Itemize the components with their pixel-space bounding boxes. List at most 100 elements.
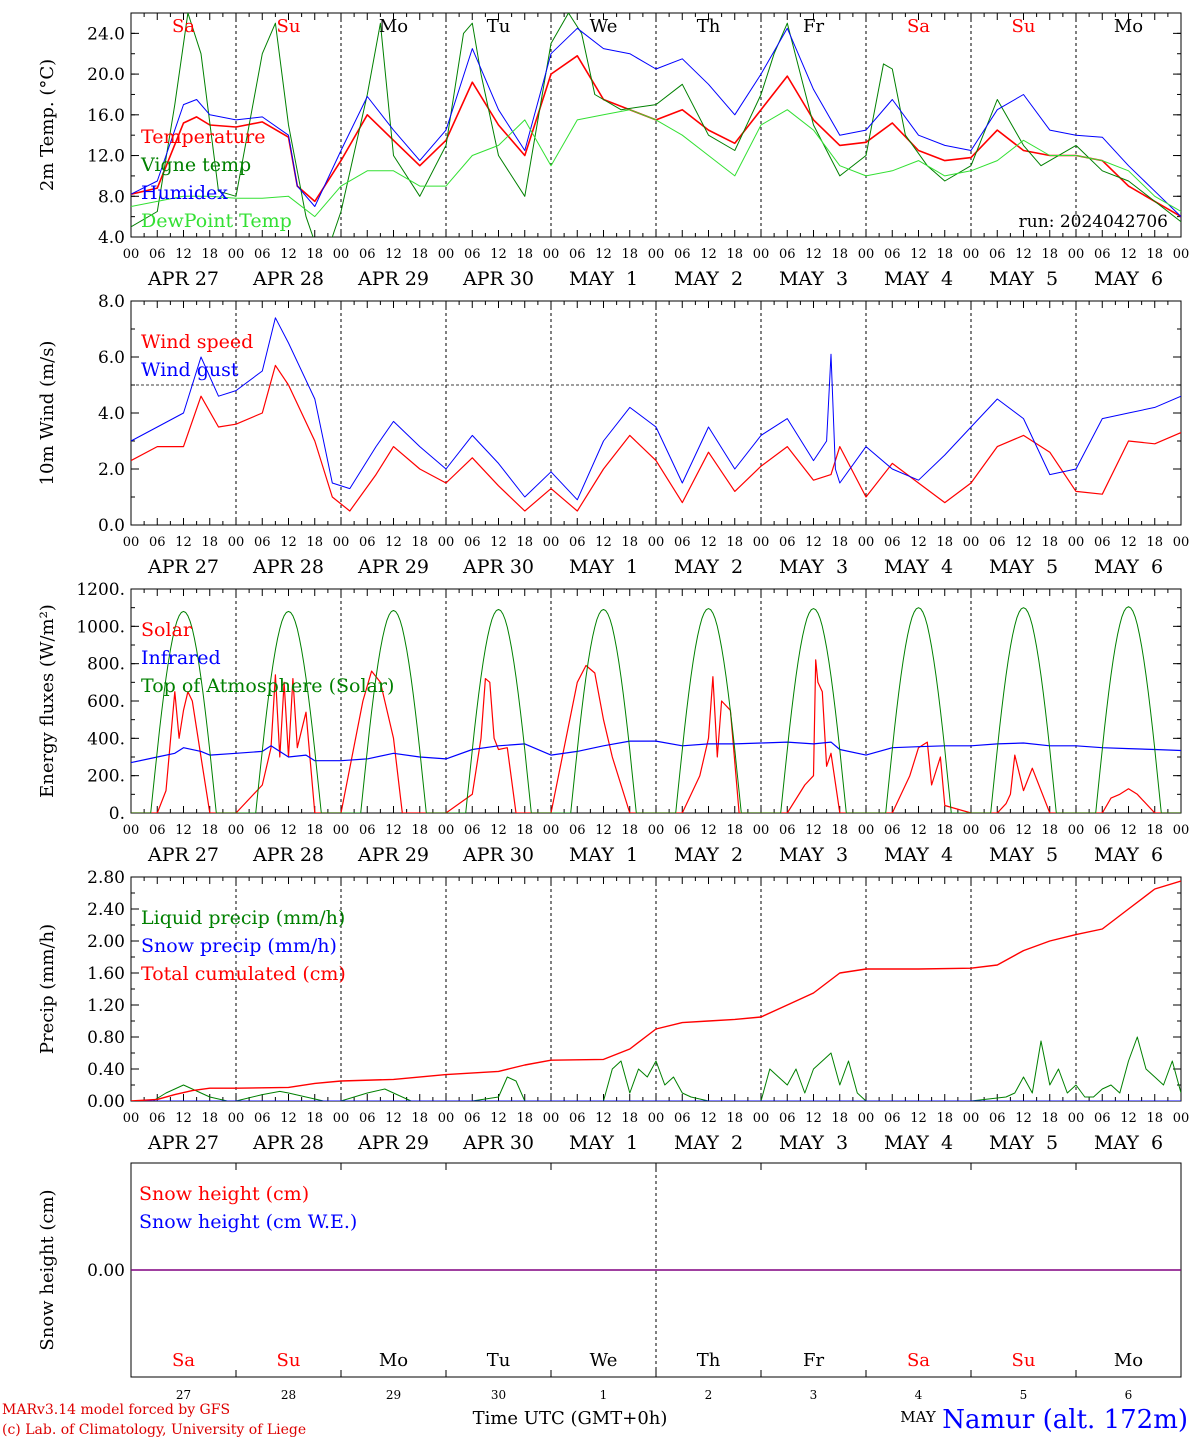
weekday-label: Fr xyxy=(803,1350,824,1371)
series-line-liquid-precip-mm-h- xyxy=(131,1036,1181,1101)
hour-tick-label: 12 xyxy=(1120,535,1137,550)
weekday-label: Su xyxy=(277,16,301,37)
hour-tick-label: 00 xyxy=(333,247,350,262)
hour-tick-label: 06 xyxy=(149,535,166,550)
hour-tick-label: 12 xyxy=(595,1111,612,1126)
hour-tick-label: 12 xyxy=(595,535,612,550)
day-number-label: 5 xyxy=(1020,1388,1028,1402)
hour-tick-label: 12 xyxy=(595,247,612,262)
date-label: MAY 4 xyxy=(884,844,953,866)
hour-tick-label: 06 xyxy=(569,1111,586,1126)
date-label: MAY 2 xyxy=(674,1132,743,1154)
panel-wind: 00 06 12 18 00 06 12 18 00 06 12 18 00 06 12 18 00 06 12 18… xyxy=(37,292,1189,578)
hour-tick-label: 18 xyxy=(411,1111,428,1126)
footer-model: MARv3.14 model forced by GFS xyxy=(2,1402,230,1418)
hour-tick-label: 18 xyxy=(621,823,638,838)
hour-tick-label: 00 xyxy=(858,535,875,550)
hour-tick-label: 06 xyxy=(569,823,586,838)
hour-tick-label: 06 xyxy=(254,1111,271,1126)
hour-tick-label: 12 xyxy=(805,823,822,838)
hour-tick-label: 00 xyxy=(123,1111,140,1126)
hour-tick-label: 12 xyxy=(1015,1111,1032,1126)
hour-tick-label: 12 xyxy=(1015,247,1032,262)
hour-tick-label: 06 xyxy=(254,535,271,550)
footer-month: MAY xyxy=(900,1408,937,1426)
date-label: APR 30 xyxy=(462,268,534,290)
y-tick-label: 0.00 xyxy=(87,1092,125,1112)
y-tick-label: 2.00 xyxy=(87,932,125,952)
hour-tick-label: 18 xyxy=(1146,247,1163,262)
hour-tick-label: 06 xyxy=(359,535,376,550)
y-tick-label: 1.20 xyxy=(87,996,125,1016)
date-label: MAY 5 xyxy=(989,268,1058,290)
date-label: MAY 1 xyxy=(569,844,638,866)
hour-tick-label: 18 xyxy=(1146,1111,1163,1126)
hour-tick-label: 00 xyxy=(438,247,455,262)
hour-tick-label: 00 xyxy=(753,535,770,550)
hour-tick-label: 12 xyxy=(805,1111,822,1126)
date-label: MAY 6 xyxy=(1094,556,1163,578)
legend-entry: Humidex xyxy=(141,182,228,204)
series-line-humidex xyxy=(131,27,1181,217)
hour-tick-label: 12 xyxy=(385,1111,402,1126)
hour-tick-label: 12 xyxy=(700,535,717,550)
date-label: APR 29 xyxy=(357,268,429,290)
footer-xaxis-label: Time UTC (GMT+0h) xyxy=(473,1408,668,1429)
day-number-label: 30 xyxy=(491,1388,506,1402)
hour-tick-label: 06 xyxy=(779,247,796,262)
hour-tick-label: 06 xyxy=(884,535,901,550)
hour-tick-label: 06 xyxy=(884,1111,901,1126)
series-line-wind-gust xyxy=(131,317,1181,501)
weekday-label: Sa xyxy=(907,16,930,37)
date-label: MAY 3 xyxy=(779,268,848,290)
date-label: APR 27 xyxy=(147,556,219,578)
hour-tick-label: 12 xyxy=(280,1111,297,1126)
hour-tick-label: 12 xyxy=(490,1111,507,1126)
day-number-label: 3 xyxy=(810,1388,818,1402)
hour-tick-label: 18 xyxy=(306,1111,323,1126)
y-tick-label: 24.0 xyxy=(87,24,125,44)
hour-tick-label: 00 xyxy=(1173,247,1190,262)
hour-tick-label: 18 xyxy=(726,535,743,550)
date-label: APR 28 xyxy=(252,556,324,578)
hour-tick-label: 12 xyxy=(385,823,402,838)
hour-tick-label: 12 xyxy=(490,247,507,262)
hour-tick-label: 18 xyxy=(201,247,218,262)
date-label: MAY 4 xyxy=(884,556,953,578)
hour-tick-label: 00 xyxy=(1173,535,1190,550)
hour-tick-label: 12 xyxy=(490,823,507,838)
hour-tick-label: 00 xyxy=(963,535,980,550)
date-label: APR 30 xyxy=(462,844,534,866)
y-tick-label: 2.40 xyxy=(87,900,125,920)
series-group xyxy=(131,606,1181,813)
date-label: MAY 4 xyxy=(884,268,953,290)
legend-entry: Total cumulated (cm) xyxy=(141,963,346,985)
y-tick-label: 12.0 xyxy=(87,147,125,167)
hour-tick-label: 00 xyxy=(858,823,875,838)
date-label: MAY 3 xyxy=(779,844,848,866)
date-label: MAY 3 xyxy=(779,556,848,578)
weekday-label: Sa xyxy=(172,16,195,37)
hour-tick-label: 06 xyxy=(464,247,481,262)
date-label: MAY 1 xyxy=(569,268,638,290)
hour-tick-label: 06 xyxy=(779,823,796,838)
y-tick-label: 8.0 xyxy=(98,187,125,207)
legend-entry: Solar xyxy=(141,619,193,641)
hour-tick-label: 06 xyxy=(1094,535,1111,550)
hour-tick-label: 06 xyxy=(464,1111,481,1126)
hour-tick-label: 12 xyxy=(1120,1111,1137,1126)
hour-tick-label: 06 xyxy=(254,823,271,838)
y-tick-label: 6.0 xyxy=(98,348,125,368)
footer-station: Namur (alt. 172m) xyxy=(942,1405,1188,1435)
hour-tick-label: 18 xyxy=(1041,1111,1058,1126)
hour-tick-label: 12 xyxy=(910,823,927,838)
hour-tick-label: 18 xyxy=(1041,535,1058,550)
hour-tick-label: 00 xyxy=(543,823,560,838)
hour-tick-label: 12 xyxy=(1120,247,1137,262)
run-label: run: 2024042706 xyxy=(1019,212,1168,232)
hour-tick-label: 18 xyxy=(936,535,953,550)
hour-tick-label: 00 xyxy=(858,247,875,262)
hour-tick-label: 18 xyxy=(936,1111,953,1126)
hour-tick-label: 00 xyxy=(1068,247,1085,262)
panel-precip: 00 06 12 18 00 06 12 18 00 06 12 18 00 06 12 18 00 06 12 18… xyxy=(37,868,1189,1154)
